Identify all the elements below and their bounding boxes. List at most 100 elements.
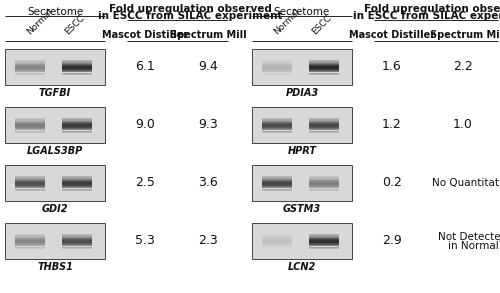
Bar [62,70,92,71]
Bar [262,128,292,129]
Bar [62,121,92,122]
Bar [309,190,339,191]
Text: in ESCC from SILAC experiment: in ESCC from SILAC experiment [98,11,283,21]
Bar [262,176,292,177]
Bar [62,69,92,70]
Text: 9.0: 9.0 [135,118,155,132]
Bar [309,127,339,128]
Bar [309,128,339,129]
Text: 2.5: 2.5 [135,176,155,190]
Bar [262,68,292,69]
Text: in ESCC from SILAC experiment: in ESCC from SILAC experiment [353,11,500,21]
Bar [62,237,92,238]
Bar [262,65,292,66]
Bar [62,248,92,249]
Bar [62,71,92,72]
Bar [62,60,92,61]
Bar [252,223,352,259]
Bar [262,69,292,70]
Text: Fold upregulation observed: Fold upregulation observed [364,4,500,14]
Bar [309,124,339,125]
Bar [252,107,352,143]
Text: LCN2: LCN2 [288,262,316,272]
Bar [309,64,339,65]
Text: 9.4: 9.4 [198,60,218,74]
Bar [262,123,292,124]
Bar [15,129,45,130]
Text: Normal: Normal [26,6,55,36]
Bar [15,184,45,185]
Bar [62,243,92,244]
Bar [262,190,292,191]
Bar [62,240,92,241]
Bar [262,189,292,190]
Bar [62,186,92,187]
Bar [15,118,45,119]
Text: ESCC: ESCC [64,13,87,36]
Bar [62,131,92,132]
Bar [262,131,292,132]
Bar [309,187,339,188]
Bar [309,74,339,75]
Bar [262,73,292,74]
Bar [15,240,45,241]
Bar [15,65,45,66]
Bar [262,127,292,128]
Bar [262,122,292,123]
Bar [262,121,292,122]
Bar [5,165,105,201]
Bar [62,126,92,127]
Bar [62,245,92,246]
Bar [62,176,92,177]
Bar [15,239,45,240]
Text: 1.2: 1.2 [382,118,402,132]
Bar [62,123,92,124]
Bar [309,121,339,122]
Bar [309,181,339,182]
Bar [62,73,92,74]
Bar [309,63,339,64]
Bar [309,70,339,71]
Bar [309,185,339,186]
Bar [15,247,45,248]
Text: HPRT: HPRT [288,146,316,156]
Bar [309,126,339,127]
Bar [62,239,92,240]
Bar [309,184,339,185]
Bar [309,237,339,238]
Bar [15,64,45,65]
Bar [15,237,45,238]
Bar [15,243,45,244]
Bar [15,122,45,123]
Text: 5.3: 5.3 [135,234,155,248]
Bar [262,247,292,248]
Bar [62,187,92,188]
Bar [15,126,45,127]
Bar [309,60,339,61]
Bar [15,73,45,74]
Text: 2.3: 2.3 [198,234,218,248]
Bar [15,70,45,71]
Bar [309,248,339,249]
Text: 1.0: 1.0 [453,118,473,132]
Text: LGALS3BP: LGALS3BP [27,146,83,156]
Bar [62,185,92,186]
Bar [15,182,45,183]
Bar [262,184,292,185]
Bar [262,74,292,75]
Bar [62,238,92,239]
Bar [62,63,92,64]
Bar [15,74,45,75]
Bar [15,71,45,72]
Bar [15,69,45,70]
Bar [262,179,292,180]
Bar [309,122,339,123]
Bar [262,118,292,119]
Bar [262,126,292,127]
Bar [15,235,45,236]
Text: GDI2: GDI2 [42,204,68,214]
Bar [262,237,292,238]
Text: THBS1: THBS1 [37,262,73,272]
Bar [262,71,292,72]
Bar [62,184,92,185]
